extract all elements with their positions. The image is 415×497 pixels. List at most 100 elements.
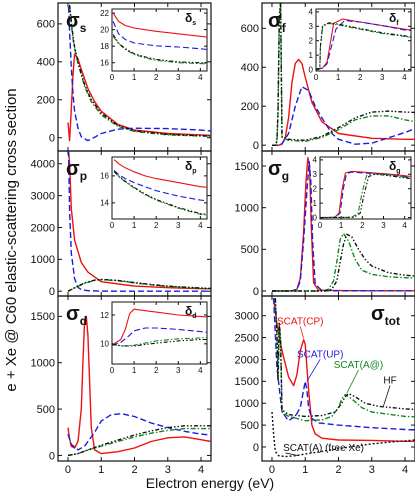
panel-d-line-scat-cp [67, 315, 211, 455]
panel-f-ytick-label: 400 [241, 62, 259, 74]
annotation-arrow [346, 370, 359, 394]
inset-p-bg [112, 157, 207, 219]
inset-g-line-scat-a [320, 173, 411, 219]
inset-g-ytick-label: 2 [313, 185, 318, 194]
inset-s-line-scat-up [112, 21, 207, 51]
x-axis-label: Electron energy (eV) [146, 475, 274, 491]
panel-d-ytick-label: 0 [49, 450, 55, 462]
inset-g-xtick-label: 0 [318, 221, 323, 230]
panel-s-ytick-label: 0 [49, 133, 55, 145]
annotation-label: HF [383, 376, 396, 387]
inset-d-xtick-label: 0 [110, 366, 115, 375]
panel-tot-xtick-label: 4 [402, 464, 408, 476]
inset-p-line-scat-a [113, 171, 207, 216]
inset-f-xtick-label: 4 [402, 73, 407, 82]
panel-p-ytick-label: 1000 [31, 254, 55, 266]
inset-g-line-hf [320, 173, 411, 219]
inset-s-ytick-label: 22 [100, 9, 109, 18]
inset-f-label: δf [389, 11, 399, 27]
panel-p-ytick-label: 3000 [31, 190, 55, 202]
inset-g-series-group [320, 170, 411, 219]
panel-d-line-scat-up [67, 413, 211, 451]
panel-f-title: σf [268, 10, 287, 35]
inset-g-ytick-label: 4 [313, 156, 318, 165]
panel-p-line-hf [67, 278, 211, 292]
inset-p-xtick-label: 2 [154, 221, 159, 230]
panel-g-series-group [272, 156, 415, 292]
panel-g-ytick-label: 500 [241, 244, 259, 256]
panel-d-line-hf [67, 425, 211, 457]
panel-p-ytick-label: 4000 [31, 159, 55, 171]
inset-g-ytick-label: 1 [313, 199, 318, 208]
panel-g-ytick-label: 0 [253, 286, 259, 298]
panel-d-xtick-label: 3 [165, 464, 171, 476]
inset-s-ytick-label: 18 [100, 42, 109, 51]
panel-f-series-group [272, 3, 415, 146]
inset-g-frame [319, 156, 412, 220]
inset-s-xtick-label: 2 [154, 73, 159, 82]
inset-g-xtick-label: 4 [402, 221, 407, 230]
panel-p-ytick-label: 0 [49, 286, 55, 298]
panel-tot-title: σtot [371, 303, 400, 328]
panel-g-ytick-label: 1500 [235, 161, 259, 173]
panel-tot-ytick-label: 1500 [235, 376, 259, 388]
annotation-label: SCAT(UP) [297, 349, 343, 360]
inset-p-ytick-label: 14 [100, 199, 109, 208]
inset-p-label: δp [185, 159, 197, 175]
inset-p-series-group [113, 159, 207, 216]
inset-f-bg [316, 9, 411, 71]
inset-f-xtick-label: 1 [336, 73, 341, 82]
panel-d-xtick-label: 1 [98, 464, 104, 476]
panel-g-line-scat-up [272, 161, 415, 292]
panel-g-line-hf [272, 233, 415, 292]
panel-s-ytick-label: 200 [37, 95, 55, 107]
panel-f-ytick-label: 200 [241, 101, 259, 113]
panel-f-ytick-label: 0 [253, 140, 259, 152]
panel-tot-ytick-label: 2000 [235, 354, 259, 366]
inset-d-ytick-label: 10 [100, 340, 109, 349]
panel-d-ytick-label: 500 [37, 404, 55, 416]
inset-p-ytick-label: 16 [100, 172, 109, 181]
panel-s: 0 200 400 600 σs 0 1 2 3 4 16 18 20 22 δs [37, 2, 212, 152]
inset-f-ytick-label: 4 [309, 8, 314, 17]
inset-d-xtick-label: 1 [132, 366, 137, 375]
panel-tot-ytick-label: 3000 [235, 311, 259, 323]
panel-p: 0 1000 2000 3000 4000 σp 0 1 2 3 4 14 16 δp [31, 150, 212, 298]
inset-f-ytick-label: 0 [309, 65, 314, 74]
panel-tot-line-scat-cp [272, 298, 415, 442]
inset-f-xtick-label: 3 [380, 73, 385, 82]
inset-g-xtick-label: 2 [360, 221, 365, 230]
inset-d-xtick-label: 2 [154, 366, 159, 375]
inset-d-xtick-label: 4 [198, 366, 203, 375]
panel-tot-ytick-label: 0 [253, 442, 259, 454]
panel-f-line-scat-cp [272, 58, 415, 146]
panel-f-line-scat-up [272, 85, 415, 146]
inset-s-series-group [112, 12, 207, 65]
inset-p-line-scat-cp [113, 159, 207, 188]
panel-tot-xtick-label: 3 [369, 464, 375, 476]
panel-p-line-scat-up [67, 151, 211, 292]
inset-d-series-group [112, 308, 207, 347]
panel-tot-xtick-label: 0 [269, 464, 275, 476]
inset-s-xtick-label: 0 [110, 73, 115, 82]
inset-s-ytick-label: 20 [100, 25, 109, 34]
panel-s-line-hf [68, 4, 211, 137]
inset-s-label: δs [185, 11, 196, 27]
annotation-label: SCAT(A) (free Xe) [283, 443, 364, 454]
panel-p-line-scat-cp [67, 151, 211, 290]
annotation-label: SCAT(CP) [277, 316, 323, 327]
inset-p-xtick-label: 3 [176, 221, 181, 230]
inset-g-label: δg [389, 159, 401, 175]
panel-g-line-scat-a [272, 232, 415, 292]
panel-p-ytick-label: 2000 [31, 222, 55, 234]
panel-d-ytick-label: 1000 [31, 358, 55, 370]
panel-g-title: σg [268, 158, 289, 183]
inset-p-frame [111, 156, 208, 220]
annotation-label: SCAT(A@) [334, 360, 383, 371]
inset-g-xtick-label: 1 [339, 221, 344, 230]
panel-tot-xtick-label: 2 [335, 464, 341, 476]
inset-g-line-scat-cp [320, 170, 411, 219]
panel-s-series-group [67, 4, 211, 142]
